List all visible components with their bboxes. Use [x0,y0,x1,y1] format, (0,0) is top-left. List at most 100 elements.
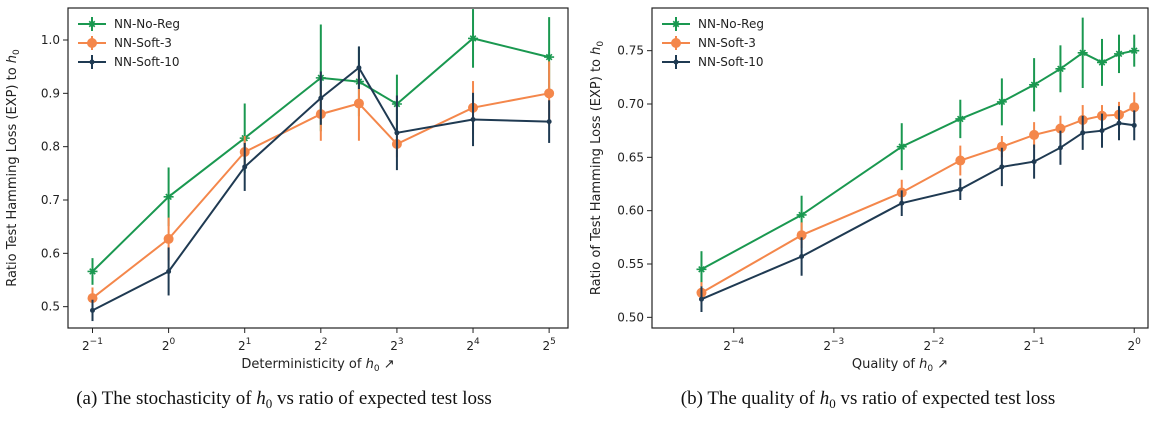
data-point [1055,63,1066,74]
legend-marker [673,59,679,65]
data-point [999,164,1005,170]
x-tick-label: 2−1 [82,337,103,353]
data-point [242,164,248,170]
x-tick-label: 2−1 [1024,337,1045,353]
series-line [92,66,550,312]
data-point [394,130,400,136]
plot-frame [651,7,1149,329]
x-tick-label: 20 [162,337,176,353]
data-point [1080,130,1086,136]
data-point [1097,57,1107,68]
legend-label: NN-Soft-3 [698,36,756,50]
series-line [701,122,1135,301]
x-tick-label: 2−4 [723,337,744,353]
legend-marker [671,38,681,48]
series-nn-soft-3 [696,92,1140,304]
data-point [1131,122,1137,128]
legend-label: NN-No-Reg [698,17,764,31]
series-nn-no-reg [87,9,555,285]
y-tick-label: 0.7 [41,193,60,207]
legend: NN-No-Reg NN-Soft-3 NN-Soft-10 [78,17,180,69]
data-point [1031,159,1037,165]
series-line [701,49,1135,271]
y-tick-label: 0.70 [617,97,644,111]
data-point [1129,45,1140,56]
legend-marker [89,59,95,65]
x-tick-label: 23 [390,337,403,353]
data-point [796,230,807,241]
y-tick-label: 0.6 [41,246,60,260]
data-point [957,186,963,192]
y-tick-label: 1.0 [41,33,60,47]
data-point [356,65,362,71]
y-tick-label: 0.60 [617,204,644,218]
legend-marker [671,19,681,29]
data-point [544,52,555,63]
data-point [896,141,907,152]
data-point [955,155,966,166]
data-point [799,254,805,260]
data-point [318,95,324,101]
data-point [1116,120,1122,126]
plot-frame [67,7,569,329]
series-line [91,37,550,273]
x-tick-label: 2−2 [924,337,945,353]
y-tick-label: 0.8 [41,140,60,154]
data-point [1055,123,1066,134]
series-nn-soft-10 [698,106,1137,312]
caption-b: (b) The quality of h0 vs ratio of expect… [680,388,1056,411]
x-axis-label: Deterministicity of h0 ↗ [241,357,394,374]
legend-marker [87,19,97,29]
legend: NN-No-Reg NN-Soft-3 NN-Soft-10 [662,17,764,69]
data-point [899,200,905,206]
legend-marker [87,38,97,48]
y-axis-label: Ratio of Test Hamming Loss (EXP) to h0 [589,41,606,296]
data-point [1114,48,1125,59]
data-point [1029,79,1040,90]
data-point [1129,102,1140,113]
data-point [1099,128,1105,134]
data-point [163,191,174,202]
x-tick-label: 2−3 [823,337,844,353]
y-tick-label: 0.5 [41,300,60,314]
caption-a: (a) The stochasticity of h0 vs ratio of … [76,388,492,411]
data-point [796,209,807,220]
data-point [955,113,966,124]
data-point [1029,129,1040,140]
x-tick-label: 21 [238,337,251,353]
data-point [996,96,1007,107]
y-tick-label: 0.65 [617,150,644,164]
data-point [696,264,707,275]
legend-label: NN-Soft-10 [698,55,764,69]
legend-label: NN-Soft-3 [114,36,172,50]
data-point [468,33,479,44]
data-point [470,116,476,122]
chart-a: 0.5 0.6 0.7 0.8 0.9 1.0 2−1 20 21 22 23 24 25 Determi… [5,7,569,374]
data-point [353,98,364,109]
data-point [90,307,96,313]
charts-canvas: 0.5 0.6 0.7 0.8 0.9 1.0 2−1 20 21 22 23 24 25 Determi… [5,7,1149,374]
y-tick-label: 0.9 [41,86,60,100]
x-axis-label: Quality of h0 ↗ [852,357,948,374]
legend-label: NN-Soft-10 [114,55,180,69]
series-line [91,92,550,299]
data-point [1057,145,1063,151]
data-point [1077,47,1088,58]
x-tick-label: 22 [314,337,327,353]
x-tick-label: 24 [466,337,480,353]
data-point [546,119,552,125]
data-point [87,293,98,304]
y-tick-label: 0.55 [617,257,644,271]
chart-b: 0.50 0.55 0.60 0.65 0.70 0.75 2−4 2−3 2−2 2−1 20 Qu… [589,7,1149,374]
data-point [544,88,555,99]
data-point [163,233,174,244]
legend-label: NN-No-Reg [114,17,180,31]
data-point [166,268,172,274]
x-tick-label: 20 [1128,337,1142,353]
series-nn-soft-10 [90,46,552,322]
y-axis-label: Ratio Test Hamming Loss (EXP) to h0 [5,49,22,287]
x-tick-label: 25 [542,337,555,353]
data-point [87,266,98,277]
y-tick-label: 0.50 [617,310,644,324]
